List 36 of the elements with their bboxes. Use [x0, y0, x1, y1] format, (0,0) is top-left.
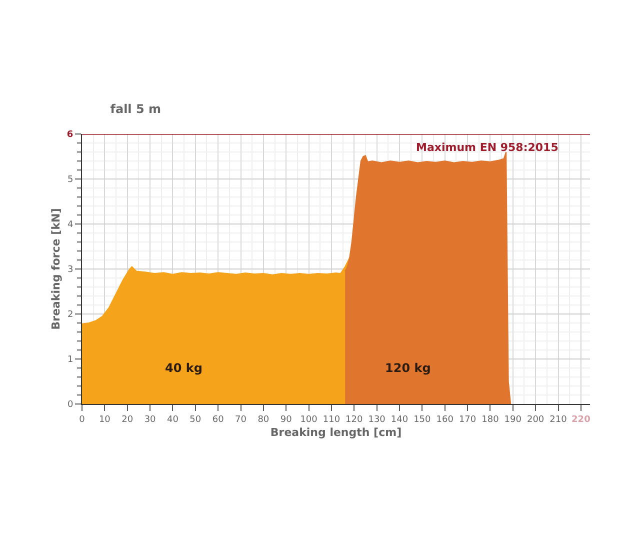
- x-tick-label: 60: [212, 414, 224, 425]
- x-tick-label: 30: [144, 414, 156, 425]
- x-tick-label: 20: [122, 414, 134, 425]
- x-tick-label: 180: [482, 414, 500, 425]
- x-tick-label: 90: [280, 414, 292, 425]
- x-tick-label: 130: [368, 414, 386, 425]
- x-tick-label: 80: [258, 414, 270, 425]
- x-tick-label: 210: [550, 414, 568, 425]
- x-tick-label: 110: [322, 414, 340, 425]
- y-tick-label: 4: [67, 220, 74, 230]
- x-tick-label: 140: [390, 414, 408, 425]
- x-tick-label: 150: [414, 414, 432, 425]
- x-tick-label: 40: [166, 414, 179, 425]
- x-tick-label: 10: [98, 414, 111, 425]
- x-tick-label: 220: [572, 414, 590, 425]
- y-tick-label: 6: [66, 130, 74, 140]
- y-tick-label: 1: [67, 355, 74, 366]
- x-tick-label: 190: [504, 414, 522, 425]
- x-axis-title: Breaking length [cm]: [270, 426, 402, 439]
- x-tick-label: 50: [190, 414, 202, 425]
- chart-title: fall 5 m: [110, 102, 162, 116]
- x-tick-label: 100: [300, 414, 318, 425]
- x-tick-label: 0: [79, 414, 86, 425]
- x-tick-label: 170: [458, 414, 476, 425]
- y-tick-label: 5: [67, 175, 74, 186]
- x-tick-label: 120: [346, 414, 363, 425]
- x-tick-label: 200: [526, 414, 544, 425]
- y-tick-label: 2: [67, 310, 74, 320]
- y-tick-label: 0: [67, 400, 74, 410]
- x-tick-label: 160: [436, 414, 454, 425]
- series-label: 120 kg: [385, 361, 431, 375]
- series-label: 40 kg: [165, 361, 202, 375]
- annotation: Maximum EN 958:2015: [416, 141, 558, 154]
- y-tick-label: 3: [67, 265, 74, 276]
- x-tick-label: 70: [235, 414, 247, 425]
- y-axis-title: Breaking force [kN]: [50, 208, 63, 330]
